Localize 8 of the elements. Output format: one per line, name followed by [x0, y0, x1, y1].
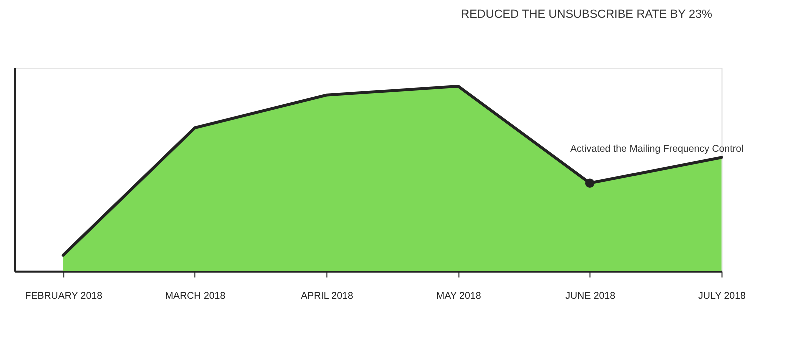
annotation: Activated the Mailing Frequency Control — [570, 144, 744, 156]
x-tick-label: APRIL 2018 — [301, 291, 354, 302]
text: REDUCED THE UNSUBSCRIBE RATE BY 23% — [461, 8, 712, 22]
x-tick-label: FEBRUARY 2018 — [25, 291, 103, 302]
x-tick-label: MARCH 2018 — [165, 291, 226, 302]
x-tick-label: JUNE 2018 — [566, 291, 616, 302]
x-tick-label: JULY 2018 — [698, 291, 746, 302]
x-tick-label: MAY 2018 — [436, 291, 482, 302]
